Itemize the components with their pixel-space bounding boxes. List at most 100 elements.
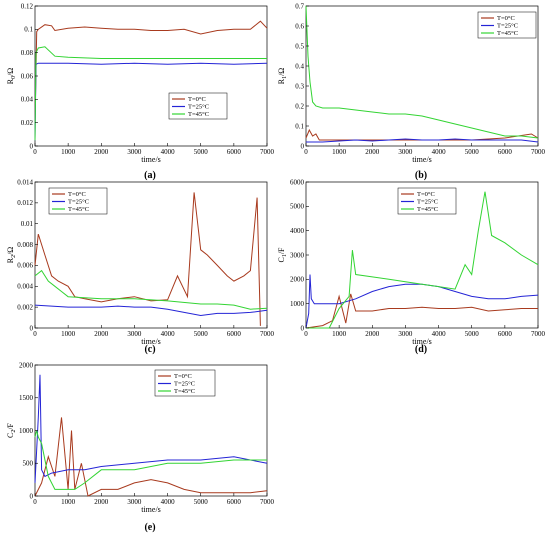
y-axis-label: R0/Ω [6,68,17,85]
y-tick-label: 0.04 [21,96,34,104]
legend-entry: T=45°C [68,206,89,213]
y-tick-label: 1500 [19,394,34,402]
legend-a: T=0°CT=25°CT=45°C [168,92,228,120]
x-tick-label: 4000 [161,498,176,506]
y-tick-label: 0 [301,324,305,332]
y-axis-label: C1/F [277,247,288,263]
legend-entry: T=0°C [417,191,435,198]
y-tick-label: 4000 [290,227,305,235]
panel-label-b: (b) [415,170,427,181]
y-tick-label: 0.12 [21,2,34,10]
x-tick-label: 1000 [332,330,347,338]
y-tick-label: 3000 [290,251,305,259]
x-tick-label: 7000 [260,498,275,506]
y-tick-label: 0.014 [17,178,33,186]
legend-entry: T=45°C [497,30,518,37]
y-axis-label: R1/Ω [277,68,288,85]
y-tick-label: 0.1 [24,26,33,34]
legend-entry: T=45°C [417,206,438,213]
series-line-c-2 [34,269,268,310]
x-axis-label: time/s [141,337,161,346]
y-tick-label: 0.5 [295,42,304,50]
legend-entry: T=45°C [174,388,195,395]
x-axis-label: time/s [412,337,432,346]
x-tick-label: 5000 [194,498,209,506]
x-tick-label: 2000 [365,330,380,338]
x-tick-label: 2000 [94,498,109,506]
series-line-d-0 [305,293,538,329]
y-tick-label: 2000 [19,361,34,369]
panel-label-e: (e) [144,522,155,533]
x-tick-label: 7000 [531,148,546,156]
series-line-d-1 [305,274,539,329]
y-tick-label: 6000 [290,178,305,186]
x-tick-label: 6000 [498,330,513,338]
y-tick-label: 0.7 [295,2,304,10]
legend-d: T=0°CT=25°CT=45°C [397,187,457,215]
x-tick-label: 4000 [432,148,447,156]
y-tick-label: 0.01 [21,220,34,228]
x-tick-label: 1000 [61,148,76,156]
panel-b: 0 1000 2000 3000 4000 5000 6000 7000 0 0.1 0.2 0.3 0… [277,2,546,181]
y-tick-label: 0.008 [17,241,33,249]
legend-entry: T=0°C [497,15,515,22]
y-tick-label: 0.006 [17,262,33,270]
x-tick-label: 7000 [260,148,275,156]
series-line-b-1 [306,138,539,143]
y-tick-label: 0.002 [17,303,33,311]
panel-label-d: (d) [415,344,427,355]
x-tick-label: 4000 [161,148,176,156]
x-tick-label: 0 [33,148,37,156]
y-axis-label: R2/Ω [6,247,17,264]
series-line-c-0 [34,192,261,326]
legend-entry: T=45°C [188,111,209,118]
x-tick-label: 5000 [465,330,480,338]
x-tick-label: 2000 [365,148,380,156]
x-tick-label: 3000 [127,498,142,506]
x-axis-label: time/s [412,155,432,164]
y-tick-label: 0 [30,142,34,150]
series-line-e-1 [34,374,268,483]
y-tick-label: 0.004 [17,283,33,291]
legend-entry: T=0°C [174,373,192,380]
y-tick-label: 1000 [19,427,34,435]
x-tick-label: 3000 [398,330,413,338]
y-tick-label: 0.3 [295,82,304,90]
series-line-e-2 [34,430,267,490]
x-tick-label: 2000 [94,148,109,156]
series-line-a-2 [34,46,267,141]
y-tick-label: 0.2 [295,102,304,110]
panel-label-a: (a) [144,170,156,181]
x-tick-label: 0 [304,330,308,338]
x-tick-label: 7000 [260,330,275,338]
y-tick-label: 0 [30,492,34,500]
series-line-d-2 [306,191,539,329]
x-tick-label: 6000 [227,498,242,506]
x-tick-label: 5000 [465,148,480,156]
y-tick-label: 0.012 [17,199,33,207]
plot-area-e [34,364,268,497]
legend-entry: T=0°C [68,191,86,198]
x-tick-label: 2000 [94,330,109,338]
x-tick-label: 6000 [227,330,242,338]
panel-a: 0 1000 2000 3000 4000 5000 6000 7000 0 0.02 0.04 0.… [6,2,275,181]
x-tick-label: 0 [33,330,37,338]
y-tick-label: 0.1 [295,122,304,130]
series-line-a-0 [34,20,268,123]
x-tick-label: 5000 [194,148,209,156]
legend-entry: T=25°C [174,381,195,388]
series-line-a-1 [34,62,268,141]
legend-c: T=0°CT=25°CT=45°C [48,187,108,215]
x-tick-label: 3000 [398,148,413,156]
y-tick-label: 0.02 [21,119,34,127]
legend-entry: T=25°C [417,199,438,206]
legend-b: T=0°CT=25°CT=45°C [477,11,537,39]
x-tick-label: 5000 [194,330,209,338]
series-line-c-1 [34,304,268,317]
y-tick-label: 0.06 [21,72,34,80]
y-tick-label: 5000 [290,203,305,211]
panel-d: 0 1000 2000 3000 4000 5000 6000 7000 0 1000 2000 30… [277,178,546,355]
y-tick-label: 0.4 [295,62,304,70]
x-tick-label: 0 [304,148,308,156]
